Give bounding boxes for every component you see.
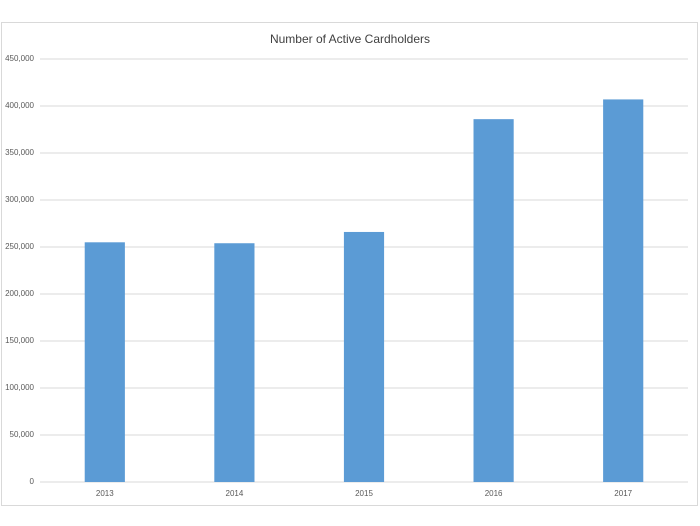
x-tick-label: 2016 (485, 489, 503, 498)
y-tick-label: 200,000 (5, 289, 34, 298)
x-tick-label: 2014 (226, 489, 244, 498)
x-tick-label: 2015 (355, 489, 373, 498)
bar (84, 242, 125, 482)
y-tick-label: 100,000 (5, 383, 34, 392)
bar (473, 119, 514, 482)
x-tick-label: 2017 (614, 489, 632, 498)
y-tick-label: 450,000 (5, 54, 34, 63)
bar (214, 243, 255, 482)
bar (603, 99, 644, 483)
y-tick-label: 350,000 (5, 148, 34, 157)
chart-title: Number of Active Cardholders (270, 32, 430, 46)
y-tick-label: 150,000 (5, 336, 34, 345)
y-tick-label: 300,000 (5, 195, 34, 204)
bar (343, 231, 385, 482)
x-tick-label: 2013 (96, 489, 114, 498)
y-tick-label: 400,000 (5, 101, 34, 110)
y-tick-label: 250,000 (5, 242, 34, 251)
y-tick-label: 0 (30, 477, 35, 486)
y-tick-label: 50,000 (10, 430, 35, 439)
